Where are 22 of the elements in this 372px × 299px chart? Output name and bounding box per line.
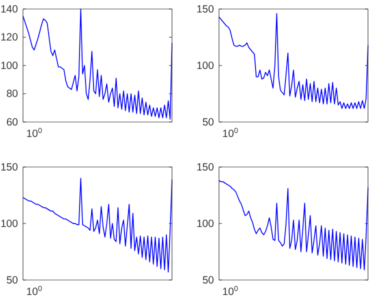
y-tick-label: 80 — [6, 88, 18, 100]
y-tick-label: 50 — [202, 116, 214, 128]
y-tick-label: 100 — [0, 60, 18, 72]
y-tick-label: 60 — [6, 116, 18, 128]
y-tick-label: 150 — [196, 161, 214, 174]
y-tick-label: 120 — [0, 32, 18, 44]
text: 10$^{0}$ — [222, 126, 238, 140]
y-tick-label: 50 — [202, 274, 214, 286]
y-tick-label: 100 — [196, 218, 214, 230]
line-series — [218, 13, 368, 109]
y-tick-label: 100 — [0, 218, 18, 230]
line-series — [22, 8, 172, 120]
line-series — [22, 178, 172, 273]
y-tick-label: 150 — [196, 3, 214, 16]
y-tick-label: 50 — [6, 274, 18, 286]
y-tick-label: 100 — [196, 60, 214, 72]
y-tick-label: 140 — [0, 3, 18, 16]
text: 10$^{0}$ — [26, 284, 42, 298]
line-series — [218, 180, 368, 270]
text: 10$^{0}$ — [222, 284, 238, 298]
y-tick-label: 150 — [0, 161, 18, 174]
text: 10$^{0}$ — [26, 126, 42, 140]
